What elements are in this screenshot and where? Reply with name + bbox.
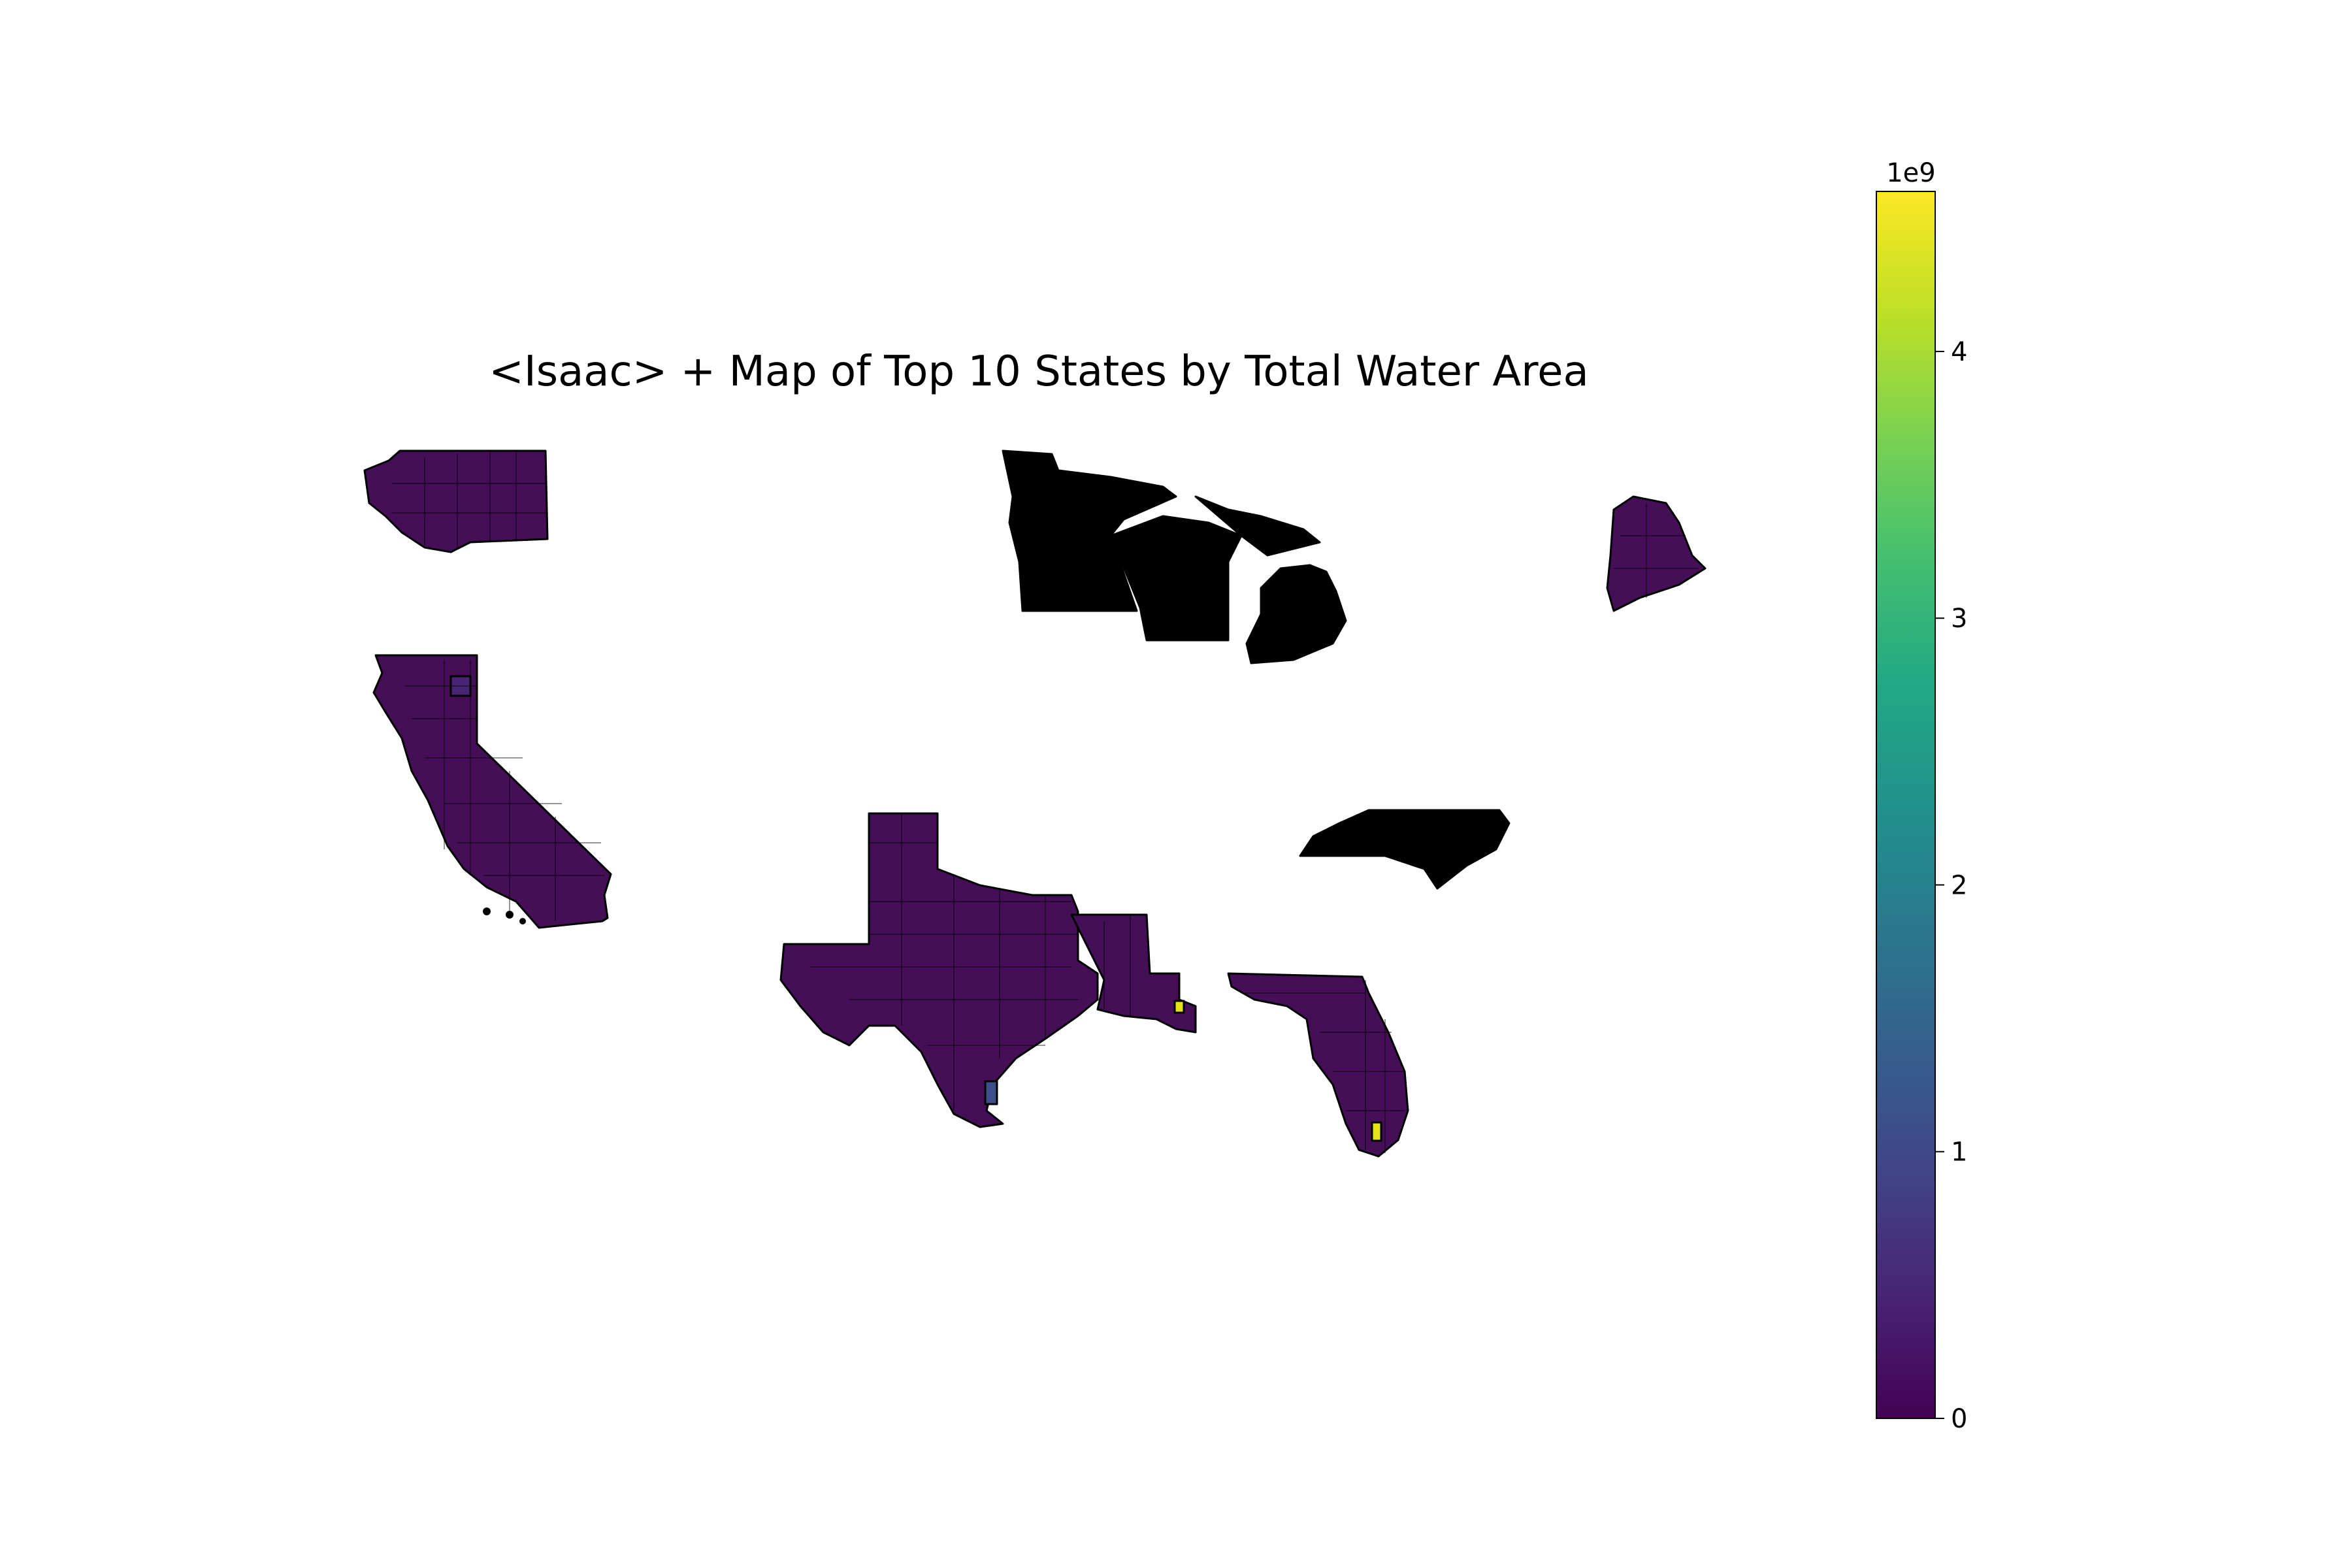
colorbar-gradient	[1876, 191, 1936, 1419]
state-minnesota	[1002, 449, 1177, 612]
county-boundaries	[392, 451, 1699, 1153]
colorbar-offset-label: 1e9	[1886, 158, 1936, 188]
colorbar-tick-label: 2	[1951, 870, 1967, 900]
colorbar-ticks: 0 1 2 3 4	[1935, 337, 1967, 1434]
colorbar: 1e9 0 1 2 3 4	[1876, 158, 1967, 1434]
chart-title: <Isaac> + Map of Top 10 States by Total …	[489, 348, 1589, 396]
state-louisiana	[1070, 913, 1197, 1034]
california-island	[483, 907, 491, 915]
state-michigan	[1194, 495, 1347, 664]
colorbar-tick-label: 0	[1951, 1404, 1967, 1434]
state-wisconsin	[1109, 515, 1243, 642]
louisiana-county-highlight	[1173, 1000, 1185, 1014]
colorbar-tick-label: 3	[1951, 604, 1967, 634]
florida-county-highlight	[1371, 1121, 1382, 1142]
state-texas	[779, 812, 1099, 1128]
texas-county-highlight	[984, 1080, 998, 1105]
colorbar-tick-label: 1	[1951, 1137, 1967, 1168]
state-california	[372, 654, 612, 929]
state-washington	[363, 449, 549, 553]
california-island	[519, 918, 526, 924]
state-north-carolina	[1299, 809, 1511, 890]
map-area	[363, 449, 1707, 1158]
state-maine	[1606, 495, 1707, 612]
colorbar-tick-label: 4	[1951, 337, 1967, 367]
